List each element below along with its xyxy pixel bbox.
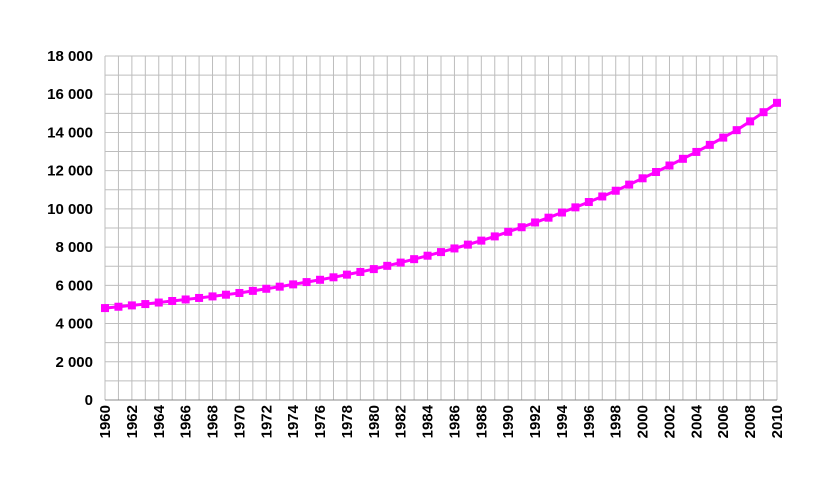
- x-tick-label: 2002: [661, 405, 678, 438]
- grid: [104, 55, 778, 401]
- x-tick-label: 1986: [446, 405, 463, 438]
- x-tick-label: 2010: [769, 405, 786, 438]
- data-point-2010: [773, 98, 781, 107]
- data-point-1987: [463, 240, 472, 249]
- data-point-1990: [504, 227, 513, 236]
- y-tick-label: 2 000: [55, 354, 93, 371]
- x-tick-label: 1980: [366, 405, 383, 438]
- x-tick-label: 1998: [608, 405, 625, 438]
- x-tick-label: 1996: [581, 405, 598, 438]
- x-tick-label: 1976: [312, 405, 329, 438]
- x-tick-label: 1974: [285, 404, 302, 438]
- data-point-1973: [275, 282, 284, 291]
- x-tick-label: 1990: [500, 405, 517, 438]
- y-tick-label: 18 000: [47, 48, 93, 65]
- y-tick-label: 6 000: [55, 277, 93, 294]
- data-point-2007: [732, 126, 741, 135]
- x-tick-label: 1970: [231, 405, 248, 438]
- data-point-1995: [571, 203, 580, 212]
- y-tick-label: 10 000: [47, 201, 93, 218]
- data-point-2005: [705, 140, 714, 149]
- x-tick-label: 2008: [742, 405, 759, 438]
- x-tick-label: 1972: [258, 405, 275, 438]
- data-point-1974: [289, 280, 298, 289]
- data-point-1997: [598, 192, 607, 201]
- x-tick-label: 1982: [393, 405, 410, 438]
- data-point-1986: [450, 244, 459, 253]
- data-point-1992: [531, 218, 540, 227]
- data-point-2006: [719, 133, 728, 142]
- y-tick-label: 4 000: [55, 316, 93, 333]
- y-tick-label: 0: [85, 392, 93, 409]
- data-point-1971: [248, 286, 257, 295]
- x-tick-label: 1960: [97, 405, 114, 438]
- data-point-1968: [208, 292, 217, 301]
- data-point-2001: [652, 168, 661, 177]
- data-point-1964: [154, 298, 163, 307]
- y-tick-label: 12 000: [47, 163, 93, 180]
- data-point-1975: [302, 278, 311, 287]
- data-point-1984: [423, 251, 432, 260]
- x-tick-label: 1968: [205, 405, 222, 438]
- x-tick-label: 1994: [554, 404, 571, 438]
- y-tick-label: 16 000: [47, 86, 93, 103]
- data-point-1970: [235, 288, 244, 297]
- data-point-1966: [181, 295, 190, 304]
- data-point-1967: [195, 293, 204, 302]
- x-tick-label: 2004: [688, 404, 705, 438]
- y-tick-label: 8 000: [55, 239, 93, 256]
- data-point-1978: [342, 270, 351, 279]
- data-point-1976: [316, 275, 325, 284]
- data-point-1963: [141, 300, 150, 309]
- data-point-1962: [127, 301, 136, 310]
- x-tick-label: 1992: [527, 405, 544, 438]
- y-axis: 0 2 000 4 000 6 000 8 000 10 000 12 000 14 000 1…: [47, 48, 93, 409]
- data-point-1981: [383, 261, 392, 270]
- series-population: [101, 98, 781, 313]
- data-point-1988: [477, 236, 486, 245]
- x-tick-label: 1962: [124, 405, 141, 438]
- data-point-1991: [517, 223, 526, 232]
- data-point-1983: [410, 255, 419, 264]
- data-point-1989: [490, 232, 499, 241]
- x-tick-label: 2006: [715, 405, 732, 438]
- data-point-1979: [356, 267, 365, 276]
- x-tick-label: 1984: [420, 404, 437, 438]
- data-point-1982: [396, 258, 405, 267]
- data-point-2009: [759, 108, 768, 117]
- data-point-2008: [746, 117, 755, 126]
- x-tick-label: 1966: [178, 405, 195, 438]
- data-point-1998: [611, 186, 620, 195]
- x-tick-label: 1988: [473, 405, 490, 438]
- data-point-1961: [114, 302, 123, 311]
- y-tick-label: 14 000: [47, 124, 93, 141]
- data-point-2004: [692, 147, 701, 156]
- data-point-1980: [369, 265, 378, 274]
- data-point-1972: [262, 284, 271, 293]
- data-point-1985: [437, 248, 445, 257]
- data-point-1969: [221, 290, 230, 299]
- data-point-1960: [101, 304, 109, 313]
- data-point-1977: [329, 273, 338, 282]
- x-tick-label: 1978: [339, 405, 356, 438]
- x-tick-label: 1964: [151, 404, 168, 438]
- data-point-1993: [544, 213, 553, 222]
- data-point-2002: [665, 161, 674, 170]
- data-point-1965: [168, 297, 177, 306]
- data-point-1996: [584, 198, 593, 207]
- data-point-2003: [678, 154, 687, 163]
- data-point-2000: [638, 174, 647, 183]
- x-tick-label: 2000: [635, 405, 652, 438]
- data-point-1994: [557, 208, 566, 217]
- x-axis: 1960 1962 1964 1966 1968 1970 1972 1974 1976 1978…: [97, 404, 786, 438]
- data-point-1999: [625, 180, 634, 189]
